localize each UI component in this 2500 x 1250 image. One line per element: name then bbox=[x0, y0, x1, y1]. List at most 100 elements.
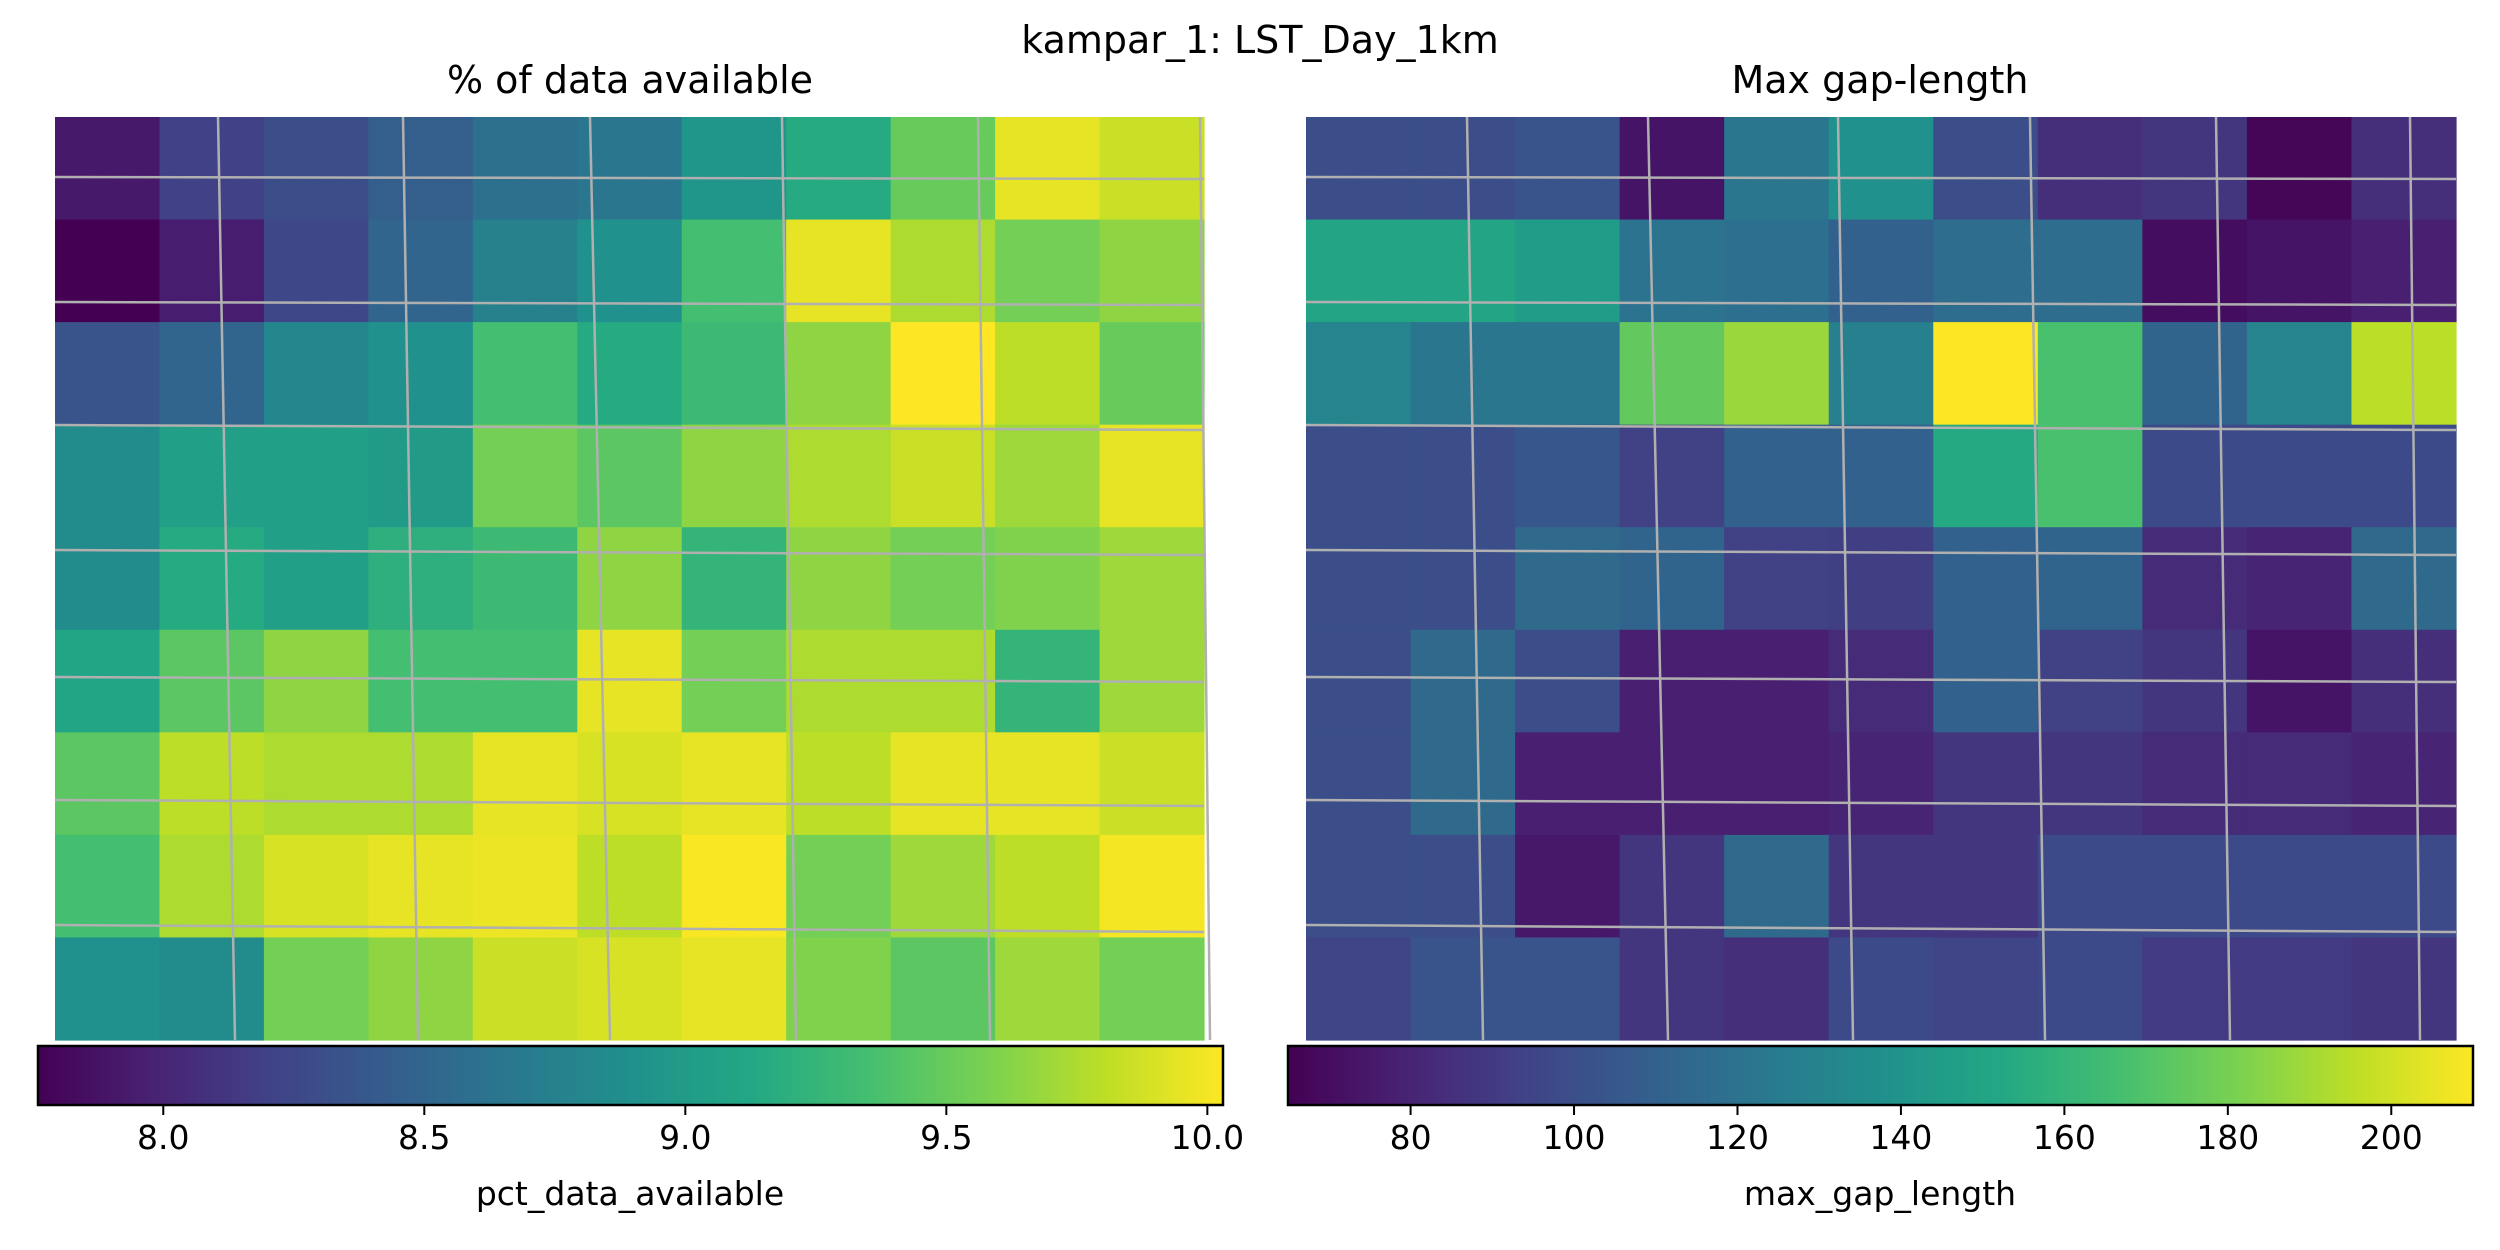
heatmap-cell bbox=[577, 937, 683, 1041]
heatmap-cell bbox=[1724, 322, 1830, 426]
heatmap-cell bbox=[2037, 834, 2143, 939]
heatmap-cell bbox=[263, 322, 369, 426]
heatmap-cell bbox=[263, 937, 369, 1041]
heatmap-cell bbox=[368, 937, 474, 1041]
gridline-horizontal bbox=[54, 798, 1205, 808]
heatmap-cell bbox=[681, 834, 787, 939]
heatmap-cell bbox=[577, 834, 683, 939]
heatmap-cell bbox=[577, 732, 683, 836]
heatmap-cell bbox=[995, 424, 1101, 528]
heatmap-cell bbox=[786, 937, 892, 1041]
heatmap-cell bbox=[368, 834, 474, 939]
heatmap-cell bbox=[1619, 629, 1725, 733]
heatmap-cell bbox=[1515, 629, 1621, 733]
heatmap-cell bbox=[890, 424, 996, 528]
heatmap-cell bbox=[1933, 322, 2039, 426]
colorbar-pct-data-available: 8.0 8.5 9.0 9.5 10.0 bbox=[36, 1044, 1244, 1157]
colorbar-tick-label: 100 bbox=[1543, 1118, 1606, 1157]
heatmap-cell bbox=[368, 322, 474, 426]
heatmap-cell bbox=[1828, 219, 1934, 323]
heatmap-cell bbox=[2142, 937, 2248, 1041]
heatmap-max-gap-length bbox=[1306, 117, 2457, 1041]
heatmap-cell bbox=[472, 834, 578, 939]
colorbar-gradient bbox=[1286, 1044, 2475, 1107]
gridline-horizontal bbox=[1305, 548, 2457, 557]
heatmap-cell bbox=[1724, 834, 1830, 939]
heatmap-cell bbox=[681, 219, 787, 323]
heatmap-cell bbox=[159, 937, 265, 1041]
heatmap-cell bbox=[1306, 424, 1412, 528]
heatmap-cell bbox=[1933, 834, 2039, 939]
heatmap-cell bbox=[2142, 732, 2248, 836]
heatmap-cell bbox=[2246, 527, 2353, 631]
colorbar-tick-label: 140 bbox=[1869, 1118, 1932, 1157]
gridline-horizontal bbox=[1305, 675, 2457, 684]
gridline-vertical bbox=[1836, 116, 1855, 1041]
panel-pct-data-available: % of data available 8.0 8.5 9.0 9.5 10.0 pct… bbox=[36, 58, 1244, 1213]
heatmap-cell bbox=[2351, 424, 2457, 528]
heatmap-cell bbox=[1933, 219, 2039, 323]
colorbar-tick-label: 8.0 bbox=[137, 1118, 189, 1157]
heatmap-cell bbox=[2351, 117, 2457, 221]
heatmap-cell bbox=[577, 424, 683, 528]
heatmap-cell bbox=[55, 732, 161, 836]
heatmap-cell bbox=[2351, 834, 2457, 939]
heatmap-cell bbox=[55, 322, 161, 426]
heatmap-cell bbox=[368, 629, 474, 733]
heatmap-cell bbox=[786, 732, 892, 836]
heatmap-cell bbox=[1933, 629, 2039, 733]
gridline-horizontal bbox=[54, 300, 1205, 307]
heatmap-cell bbox=[995, 322, 1101, 426]
heatmap-cell bbox=[1933, 424, 2039, 528]
heatmap-cell bbox=[1724, 424, 1830, 528]
map-gridlines bbox=[54, 116, 1212, 1041]
heatmap-cell bbox=[1410, 527, 1516, 631]
heatmap-cell bbox=[1619, 424, 1725, 528]
heatmap-cell bbox=[1619, 937, 1725, 1041]
heatmap-cell bbox=[263, 219, 369, 323]
heatmap-cell bbox=[1828, 629, 1934, 733]
colorbar-tick-label: 9.5 bbox=[920, 1118, 972, 1157]
heatmap-cell bbox=[159, 732, 265, 836]
heatmap-cell bbox=[263, 834, 369, 939]
heatmap-cell bbox=[2142, 322, 2248, 426]
heatmap-cell bbox=[1724, 937, 1830, 1041]
colorbar-tick-label: 10.0 bbox=[1171, 1118, 1244, 1157]
heatmap-cell bbox=[1099, 117, 1205, 221]
heatmap-cell bbox=[159, 322, 265, 426]
heatmap-cell bbox=[2351, 732, 2457, 836]
heatmap-cell bbox=[786, 117, 892, 221]
heatmap-cell bbox=[681, 117, 787, 221]
colorbar-tick-label: 160 bbox=[2033, 1118, 2096, 1157]
heatmap-cell bbox=[2037, 117, 2143, 221]
heatmap-cell bbox=[1515, 527, 1621, 631]
heatmap-cell bbox=[1410, 219, 1516, 323]
heatmap-cell bbox=[2246, 732, 2353, 836]
heatmap-cell bbox=[2246, 117, 2353, 221]
heatmap-cell bbox=[55, 629, 161, 733]
heatmap-cell bbox=[2037, 527, 2143, 631]
heatmap-cell bbox=[995, 834, 1101, 939]
heatmap-cell bbox=[55, 527, 161, 631]
gridline-vertical bbox=[780, 116, 798, 1041]
heatmap-cell bbox=[159, 834, 265, 939]
heatmap-cell bbox=[1306, 937, 1412, 1041]
heatmap-cell bbox=[472, 219, 578, 323]
heatmap-cell bbox=[577, 527, 683, 631]
heatmap-cell bbox=[1306, 117, 1412, 221]
gridline-horizontal bbox=[54, 175, 1205, 181]
heatmap-cell bbox=[2351, 322, 2457, 426]
heatmap-cell bbox=[2246, 834, 2353, 939]
heatmap-cell bbox=[1515, 732, 1621, 836]
heatmap-cell bbox=[1515, 937, 1621, 1041]
colorbar-tick-label: 200 bbox=[2360, 1118, 2423, 1157]
figure-title: kampar_1: LST_Day_1km bbox=[1021, 18, 1498, 62]
heatmap-cell bbox=[159, 219, 265, 323]
colorbar-max-gap-length: 80 100 120 140 160 180 200 bbox=[1286, 1044, 2475, 1157]
heatmap-cell bbox=[159, 629, 265, 733]
heatmap-cell bbox=[1410, 117, 1516, 221]
colorbar-tick-label: 9.0 bbox=[659, 1118, 711, 1157]
heatmap-cell bbox=[1410, 322, 1516, 426]
heatmap-cell bbox=[472, 527, 578, 631]
heatmap-cell bbox=[2037, 732, 2143, 836]
